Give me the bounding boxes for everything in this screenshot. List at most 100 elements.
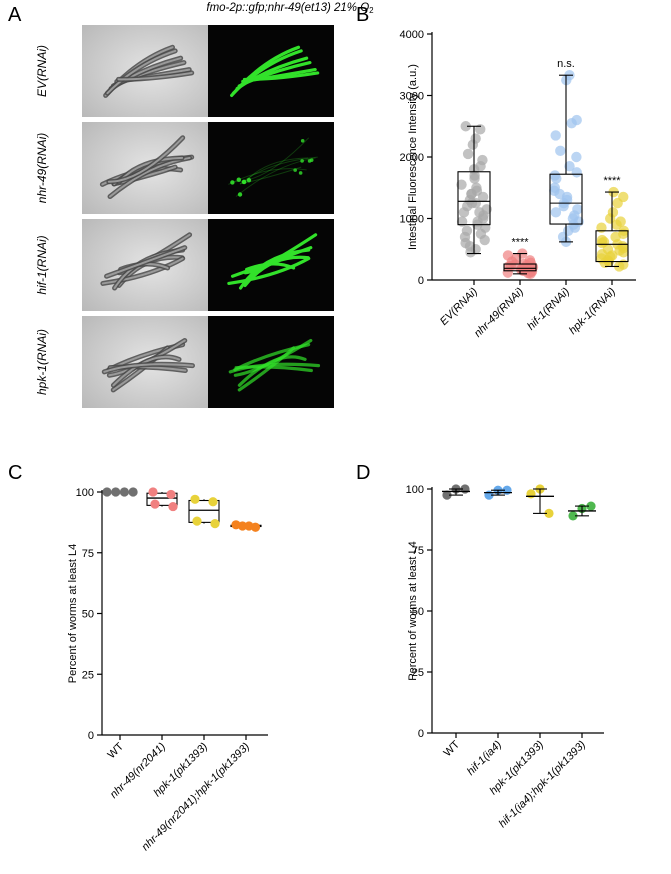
- data-point: [148, 487, 158, 497]
- data-point: [470, 197, 482, 209]
- data-point: [479, 234, 490, 246]
- y-axis: 0 25 50 75 100: [76, 487, 103, 742]
- data-point: [551, 173, 562, 184]
- data-point: [460, 121, 471, 132]
- y-tick-label: 2000: [400, 152, 424, 164]
- data-point: [210, 518, 220, 529]
- data-point: [150, 499, 160, 509]
- data-point: [605, 213, 616, 224]
- y-tick-label: 0: [88, 730, 94, 742]
- micrograph-row: [82, 316, 334, 408]
- data-point: [250, 522, 261, 532]
- data-point: [119, 487, 129, 497]
- brightfield-image: [82, 25, 208, 117]
- data-point: [111, 487, 121, 497]
- box-group: ****: [595, 175, 629, 272]
- box: [146, 492, 178, 506]
- micrograph-row: [82, 219, 334, 311]
- y-axis-label: Percent of worms at least L4: [67, 544, 79, 683]
- x-tick-label: WT: [442, 738, 463, 759]
- data-point: [467, 139, 479, 150]
- box-group: [188, 494, 220, 529]
- box: [549, 173, 583, 225]
- row-label: hif-1(RNAi): [35, 235, 49, 295]
- y-tick-label: 25: [412, 667, 424, 679]
- significance-label: ****: [511, 237, 529, 249]
- y-tick-label: 75: [412, 545, 424, 557]
- y-tick-label: 100: [76, 487, 94, 499]
- box: [188, 499, 220, 523]
- box: [457, 171, 491, 226]
- x-tick-label: hif-1(RNAi): [525, 285, 572, 332]
- y-tick-label: 50: [82, 609, 94, 621]
- data-point: [168, 501, 178, 512]
- y-tick-label: 75: [82, 548, 94, 560]
- y-tick-label: 25: [82, 669, 94, 681]
- summary-group: [442, 484, 470, 500]
- box: [595, 230, 629, 263]
- image-panel-title-subscript: 2: [369, 6, 374, 15]
- summary-group: [484, 485, 512, 500]
- box-group: ****: [502, 237, 539, 280]
- y-tick-label: 100: [406, 484, 424, 496]
- data-point: [477, 191, 489, 203]
- data-point: [544, 508, 554, 518]
- y-tick-label: 50: [412, 606, 424, 618]
- data-point: [475, 124, 486, 135]
- x-tick-label: hif-1(ia4): [465, 738, 504, 777]
- panel-letter-d: D: [356, 462, 371, 484]
- data-point: [128, 487, 138, 497]
- data-point: [611, 219, 622, 230]
- panel-letter-a: A: [8, 4, 22, 26]
- data-point: [571, 167, 582, 178]
- summary-group: [568, 501, 596, 521]
- y-tick-label: 1000: [400, 214, 424, 226]
- image-panel-title: fmo-2p::gfp;nhr-49(et13) 21% O2: [150, 2, 430, 15]
- y-tick-label: 0: [418, 275, 424, 287]
- box-group: n.s.: [549, 58, 584, 248]
- brightfield-image: [82, 219, 208, 311]
- data-point: [458, 207, 470, 218]
- x-tick-label: WT: [106, 740, 127, 761]
- data-point: [596, 222, 607, 233]
- box-group: [230, 520, 262, 532]
- image-panel-title-main: fmo-2p::gfp;nhr-49(et13) 21% O: [206, 2, 370, 14]
- data-point: [526, 489, 536, 499]
- x-tick-label: hpk-1(RNAi): [567, 285, 619, 337]
- data-point: [442, 490, 452, 500]
- data-point: [550, 130, 561, 141]
- y-axis-label: Percent of worms at least L4: [407, 541, 419, 680]
- data-point: [469, 173, 480, 184]
- summary-group: [526, 484, 554, 518]
- data-point: [465, 247, 476, 258]
- data-point: [505, 260, 517, 272]
- data-point: [466, 188, 477, 200]
- row-label: hpk-1(RNAi): [35, 329, 49, 396]
- brightfield-image: [82, 316, 208, 408]
- y-tick-label: 3000: [400, 91, 424, 103]
- significance-label: ****: [603, 175, 621, 187]
- row-label: nhr-49(RNAi): [35, 132, 49, 204]
- data-point: [614, 261, 625, 272]
- data-point: [192, 516, 202, 526]
- fluorescence-image: [208, 219, 334, 311]
- data-point: [571, 151, 582, 163]
- data-point: [618, 247, 629, 258]
- brightfield-image: [82, 122, 208, 214]
- data-point: [462, 148, 474, 160]
- l4-percent-chart-d: 0 25 50 75 100 Percent of worms at least L4 WT…: [406, 484, 604, 830]
- data-point: [456, 179, 467, 190]
- fluorescence-image: [208, 316, 334, 408]
- data-point: [599, 257, 611, 268]
- micrograph-row: [82, 25, 334, 117]
- y-tick-label: 4000: [400, 29, 424, 41]
- box-group: [146, 487, 178, 512]
- y-axis: 0 25 50 75 100: [406, 484, 433, 740]
- data-point: [612, 197, 623, 209]
- panel-letter-b: B: [356, 4, 370, 26]
- data-point: [568, 511, 578, 521]
- fluorescence-image: [208, 25, 334, 117]
- y-tick-label: 0: [418, 728, 424, 740]
- data-point: [166, 489, 176, 500]
- row-label: EV(RNAi): [35, 45, 49, 98]
